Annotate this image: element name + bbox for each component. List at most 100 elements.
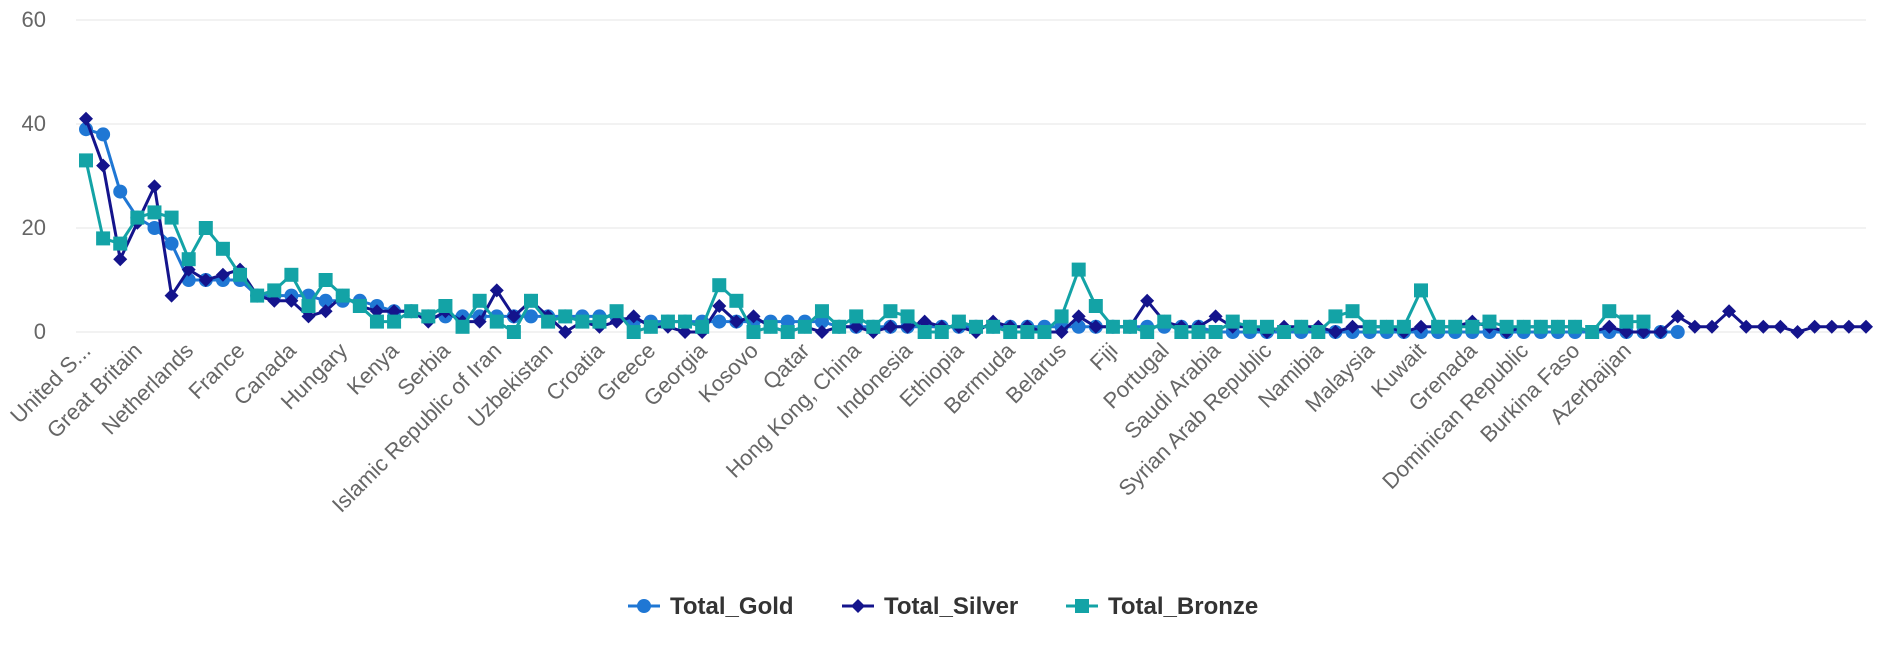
data-point[interactable] — [1790, 325, 1805, 339]
data-point[interactable] — [113, 252, 128, 267]
data-point[interactable] — [1054, 325, 1069, 339]
data-point[interactable] — [130, 210, 145, 225]
data-point[interactable] — [1294, 319, 1309, 334]
data-point[interactable] — [335, 288, 350, 303]
data-point[interactable] — [883, 319, 898, 334]
data-point[interactable] — [1602, 319, 1617, 334]
data-point[interactable] — [164, 210, 179, 225]
data-point[interactable] — [575, 314, 590, 329]
data-point[interactable] — [660, 314, 675, 329]
legend-item-total-gold[interactable]: Total_Gold — [628, 593, 794, 620]
data-point[interactable] — [729, 314, 744, 329]
data-point[interactable] — [1088, 319, 1103, 334]
data-point[interactable] — [626, 325, 641, 339]
legend-marker[interactable] — [1075, 599, 1089, 613]
data-point[interactable] — [387, 314, 402, 329]
data-point[interactable] — [1722, 304, 1737, 319]
data-point[interactable] — [1242, 319, 1257, 334]
data-point[interactable] — [626, 309, 641, 324]
data-point[interactable] — [609, 304, 624, 319]
data-point[interactable] — [524, 309, 538, 324]
data-point[interactable] — [1191, 325, 1206, 339]
data-point[interactable] — [1123, 319, 1138, 334]
data-point[interactable] — [558, 309, 573, 324]
data-point[interactable] — [147, 221, 162, 235]
data-point[interactable] — [147, 205, 162, 220]
data-point[interactable] — [318, 293, 333, 308]
data-point[interactable] — [1636, 314, 1651, 329]
data-point[interactable] — [96, 127, 111, 142]
data-point[interactable] — [1670, 325, 1685, 339]
data-point[interactable] — [284, 293, 299, 308]
data-point[interactable] — [1585, 325, 1600, 339]
data-point[interactable] — [797, 319, 812, 334]
data-point[interactable] — [1568, 319, 1583, 334]
data-point[interactable] — [489, 283, 504, 298]
data-point[interactable] — [763, 319, 778, 334]
data-point[interactable] — [917, 325, 932, 339]
data-point[interactable] — [1773, 319, 1788, 334]
data-point[interactable] — [455, 319, 470, 334]
data-point[interactable] — [1807, 319, 1822, 334]
data-point[interactable] — [113, 184, 128, 199]
data-point[interactable] — [215, 267, 230, 282]
data-point[interactable] — [729, 293, 744, 308]
data-point[interactable] — [1379, 319, 1394, 334]
data-point[interactable] — [1824, 319, 1839, 334]
data-point[interactable] — [643, 319, 658, 334]
legend-marker[interactable] — [851, 599, 865, 613]
data-point[interactable] — [814, 325, 829, 339]
data-point[interactable] — [1465, 319, 1480, 334]
data-point[interactable] — [1037, 325, 1052, 339]
data-point[interactable] — [421, 309, 436, 324]
data-point[interactable] — [1756, 319, 1771, 334]
data-point[interactable] — [1345, 319, 1360, 334]
legend-marker[interactable] — [637, 599, 651, 613]
data-point[interactable] — [1550, 319, 1565, 334]
data-point[interactable] — [1311, 325, 1326, 339]
data-point[interactable] — [352, 299, 367, 313]
data-point[interactable] — [558, 325, 573, 339]
data-point[interactable] — [506, 325, 521, 339]
data-point[interactable] — [524, 293, 538, 308]
data-point[interactable] — [780, 325, 795, 339]
data-point[interactable] — [934, 325, 949, 339]
data-point[interactable] — [96, 231, 111, 246]
data-point[interactable] — [1208, 325, 1223, 339]
data-point[interactable] — [1396, 319, 1411, 334]
data-point[interactable] — [318, 304, 333, 319]
data-point[interactable] — [472, 314, 487, 329]
data-point[interactable] — [1448, 319, 1463, 334]
data-point[interactable] — [1533, 319, 1548, 334]
data-point[interactable] — [198, 221, 213, 235]
data-point[interactable] — [1157, 314, 1172, 329]
data-point[interactable] — [849, 309, 864, 324]
data-point[interactable] — [1328, 309, 1343, 324]
data-point[interactable] — [986, 319, 1001, 334]
data-point[interactable] — [181, 252, 196, 267]
data-point[interactable] — [1670, 309, 1685, 324]
data-point[interactable] — [541, 314, 556, 329]
data-point[interactable] — [79, 153, 93, 168]
data-point[interactable] — [1225, 314, 1240, 329]
data-point[interactable] — [1431, 319, 1446, 334]
data-point[interactable] — [250, 288, 265, 303]
data-point[interactable] — [1414, 319, 1428, 334]
data-point[interactable] — [233, 267, 248, 282]
data-point[interactable] — [1071, 319, 1086, 334]
data-point[interactable] — [1482, 314, 1497, 329]
data-point[interactable] — [369, 314, 384, 329]
legend-item-total-bronze[interactable]: Total_Bronze — [1066, 593, 1258, 620]
data-point[interactable] — [164, 288, 179, 303]
data-point[interactable] — [1841, 319, 1856, 334]
data-point[interactable] — [969, 319, 983, 334]
data-point[interactable] — [712, 299, 727, 313]
data-point[interactable] — [1020, 325, 1035, 339]
data-point[interactable] — [1105, 319, 1120, 334]
data-point[interactable] — [1259, 319, 1274, 334]
data-point[interactable] — [1602, 304, 1617, 319]
data-point[interactable] — [1140, 325, 1155, 339]
data-point[interactable] — [592, 314, 607, 329]
data-point[interactable] — [1739, 319, 1754, 334]
data-point[interactable] — [1071, 309, 1086, 324]
